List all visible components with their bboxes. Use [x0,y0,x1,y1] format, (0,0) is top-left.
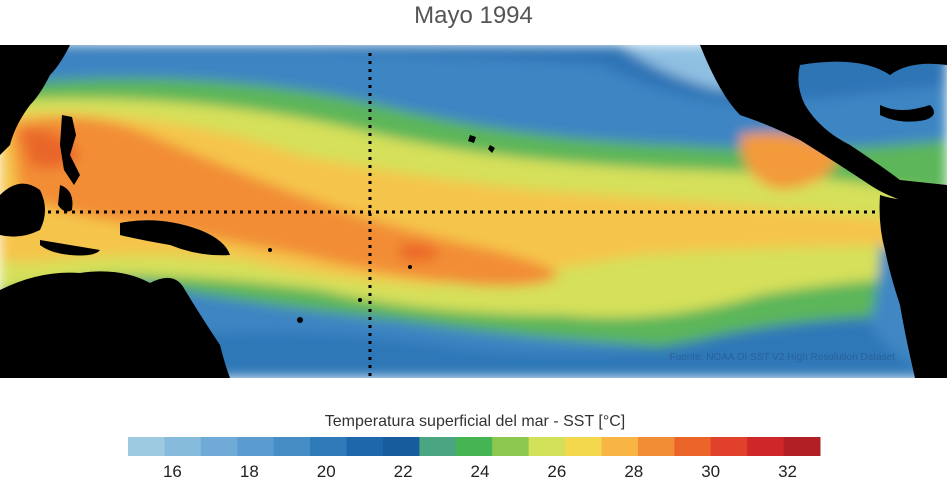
colorbar-swatch [601,437,639,456]
colorbar-tick-label: 22 [394,462,413,480]
colorbar-tick-label: 30 [701,462,720,480]
colorbar-swatch [310,437,348,456]
map-title: Mayo 1994 [414,2,533,29]
philippines-landmass [60,115,80,185]
colorbar-swatch [565,437,602,456]
colorbar-swatch [674,437,712,456]
asia-landmass [0,45,70,155]
australia-landmass [0,271,230,378]
north-america-landmass [700,45,947,210]
reference-lines [0,53,880,378]
colorbar-tick-label: 16 [163,462,182,480]
colorbar-tick-label: 18 [240,462,259,480]
south-america-landmass [879,195,947,378]
indonesia-landmass [0,183,45,237]
colorbar-swatch [164,437,202,456]
colorbar-swatch [346,437,384,456]
colorbar-swatch [528,437,566,456]
new-guinea-landmass [120,220,230,256]
colorbar-swatches [128,437,821,456]
colorbar-tick-label: 28 [624,462,643,480]
colorbar-swatch [455,437,493,456]
colorbar-swatch [637,437,675,456]
colorbar-swatch [747,437,785,456]
colorbar-swatch [200,437,238,456]
land [0,45,947,378]
source-note: Fuente: NOAA OI SST V2 High Resolution D… [670,352,896,363]
colorbar-swatch [492,437,530,456]
colorbar-label: Temperatura superficial del mar - SST [°… [324,413,626,430]
colorbar-ticks: 16 18 20 22 24 26 28 30 32 [163,462,797,480]
colorbar-tick-label: 24 [471,462,490,480]
colorbar-swatch [237,437,275,456]
colorbar: 16 18 20 22 24 26 28 30 32 [128,437,821,480]
colorbar-swatch [382,437,420,456]
colorbar-swatch [128,437,165,456]
colorbar-swatch [710,437,748,456]
colorbar-swatch [419,437,457,456]
colorbar-tick-label: 20 [317,462,336,480]
colorbar-swatch [273,437,311,456]
sst-map: Fuente: NOAA OI SST V2 High Resolution D… [0,45,947,378]
colorbar-swatch [783,437,821,456]
colorbar-tick-label: 26 [547,462,566,480]
colorbar-tick-label: 32 [778,462,797,480]
